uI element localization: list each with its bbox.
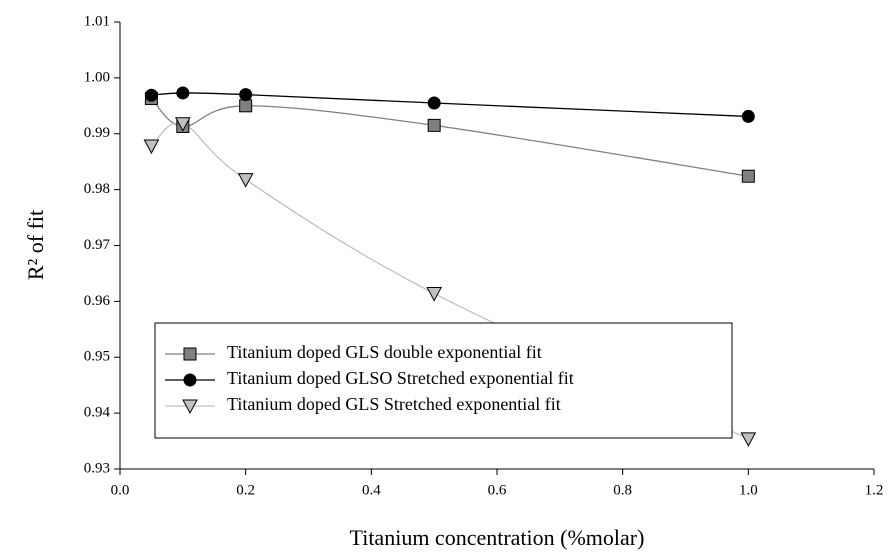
y-tick-label: 0.99 xyxy=(84,125,110,141)
marker xyxy=(174,117,191,132)
marker xyxy=(144,88,158,102)
marker xyxy=(182,399,198,415)
marker xyxy=(183,373,197,387)
legend-label: Titanium doped GLS double exponential fi… xyxy=(227,342,542,362)
marker xyxy=(427,96,441,110)
x-tick-label: 1.2 xyxy=(865,482,884,498)
legend-label: Titanium doped GLSO Stretched exponentia… xyxy=(227,368,574,388)
y-tick-label: 0.94 xyxy=(84,405,111,421)
y-axis-title: R² of fit xyxy=(23,210,48,280)
y-tick-label: 0.96 xyxy=(84,293,111,309)
x-tick-label: 0.8 xyxy=(613,482,632,498)
y-tick-label: 0.95 xyxy=(84,349,110,365)
x-tick-label: 0.2 xyxy=(236,482,255,498)
marker xyxy=(237,173,254,188)
x-tick-label: 0.4 xyxy=(362,482,381,498)
legend: Titanium doped GLS double exponential fi… xyxy=(154,322,733,439)
y-tick-label: 1.01 xyxy=(84,13,110,29)
marker xyxy=(143,139,160,155)
marker xyxy=(427,118,441,132)
x-tick-label: 1.0 xyxy=(739,482,758,498)
x-tick-label: 0.0 xyxy=(111,482,130,498)
marker xyxy=(741,109,755,123)
legend-label: Titanium doped GLS Stretched exponential… xyxy=(227,394,561,414)
y-tick-label: 0.97 xyxy=(84,237,111,253)
y-tick-label: 0.98 xyxy=(84,181,110,197)
y-tick-label: 1.00 xyxy=(84,69,110,85)
marker xyxy=(740,432,757,447)
marker xyxy=(741,169,755,183)
marker xyxy=(183,347,197,361)
x-axis-title: Titanium concentration (%molar) xyxy=(350,525,645,550)
marker xyxy=(176,86,190,100)
marker xyxy=(426,287,443,302)
marker xyxy=(239,99,253,113)
y-tick-label: 0.93 xyxy=(84,460,110,476)
x-tick-label: 0.6 xyxy=(488,482,507,498)
marker xyxy=(239,88,253,102)
legend-box xyxy=(154,322,733,439)
